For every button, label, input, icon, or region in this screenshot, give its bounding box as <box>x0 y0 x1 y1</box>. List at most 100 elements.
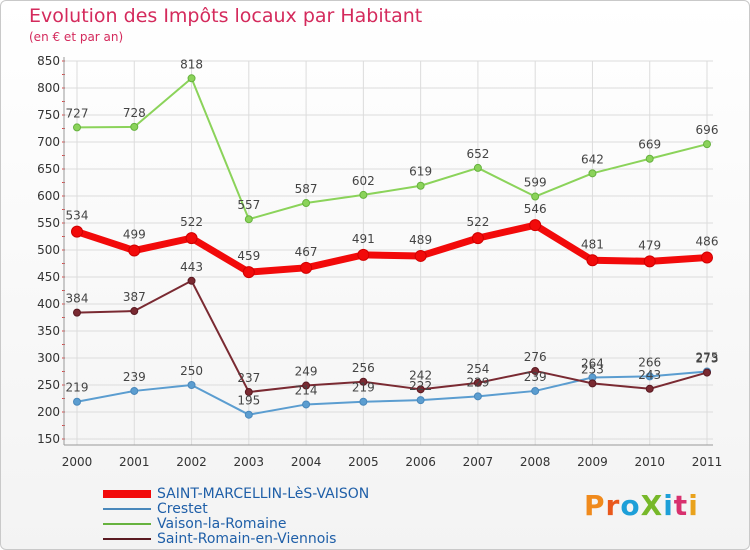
data-point <box>471 232 484 245</box>
data-point <box>185 232 198 245</box>
series-line <box>76 77 708 221</box>
data-label: 546 <box>524 202 547 216</box>
data-point <box>416 385 425 394</box>
data-point <box>130 122 139 131</box>
data-label: 266 <box>638 355 661 369</box>
data-label: 264 <box>581 356 604 370</box>
data-label: 489 <box>409 233 432 247</box>
data-point <box>588 169 597 178</box>
data-point <box>300 261 313 274</box>
x-tick-label: 2003 <box>234 455 265 469</box>
series-group <box>71 74 713 419</box>
data-point <box>531 386 540 395</box>
data-point <box>645 154 654 163</box>
x-tick-label: 2006 <box>405 455 436 469</box>
data-point <box>242 266 255 279</box>
legend-label: Saint-Romain-en-Viennois <box>157 531 337 547</box>
data-point <box>643 255 656 268</box>
y-tick-label: 750 <box>37 108 60 122</box>
y-tick-label: 400 <box>37 297 60 311</box>
data-point <box>302 400 311 409</box>
y-tick-label: 450 <box>37 270 60 284</box>
data-point <box>473 163 482 172</box>
x-tick-label: 2004 <box>291 455 322 469</box>
data-point <box>130 386 139 395</box>
data-point <box>529 219 542 232</box>
legend-item-vaison: Vaison-la-Romaine <box>103 516 287 532</box>
data-point <box>187 74 196 83</box>
data-label: 242 <box>409 368 432 382</box>
data-point <box>586 254 599 267</box>
data-label: 818 <box>180 57 203 71</box>
data-point <box>73 397 81 406</box>
data-label: 443 <box>180 260 203 274</box>
data-point <box>359 377 368 386</box>
data-point <box>128 244 141 257</box>
y-tick-label: 350 <box>37 324 60 338</box>
x-tick-label: 2001 <box>119 455 150 469</box>
y-tick-label: 550 <box>37 216 60 230</box>
data-labels: 219 239 250 195 214 219 222 229 239 264 266 275 727 7… <box>66 57 719 407</box>
data-label: 384 <box>66 292 89 306</box>
x-tick-label: 2000 <box>62 455 93 469</box>
data-point <box>244 215 253 224</box>
chart-subtitle: (en € et par an) <box>29 30 124 44</box>
data-label: 602 <box>352 174 375 188</box>
legend-swatch <box>103 490 151 498</box>
y-tick-label: 700 <box>37 135 60 149</box>
axes: 150 200 250 300 350 400 450 500 550 600 650 700 750 8… <box>37 54 722 469</box>
data-label: 499 <box>123 228 146 242</box>
data-point <box>357 248 370 261</box>
data-point <box>130 307 139 316</box>
legend-label: Vaison-la-Romaine <box>157 516 287 532</box>
data-label: 222 <box>409 379 432 393</box>
data-label: 467 <box>295 245 318 259</box>
legend-label: Crestet <box>157 501 208 517</box>
data-label: 696 <box>696 123 719 137</box>
data-point <box>359 397 368 406</box>
data-point <box>701 251 713 264</box>
data-label: 479 <box>638 238 661 252</box>
data-point <box>244 410 253 419</box>
data-point <box>645 384 654 393</box>
data-label: 459 <box>237 249 260 263</box>
data-label: 387 <box>123 290 146 304</box>
data-point <box>416 181 425 190</box>
data-label: 486 <box>696 235 719 249</box>
chart-title: Evolution des Impôts locaux par Habitant <box>29 5 423 27</box>
y-tick-label: 300 <box>37 351 60 365</box>
data-point <box>244 388 253 397</box>
series-line <box>76 279 708 394</box>
y-tick-label: 800 <box>37 81 60 95</box>
data-label: 219 <box>352 381 375 395</box>
y-tick-label: 200 <box>37 405 60 419</box>
data-label: 276 <box>524 350 547 364</box>
data-label: 239 <box>123 370 146 384</box>
proxiti-logo: ProXiti <box>584 489 699 522</box>
data-label: 237 <box>237 371 260 385</box>
data-label: 534 <box>66 209 89 223</box>
data-point <box>703 368 711 377</box>
data-label: 599 <box>524 176 547 190</box>
data-label: 256 <box>352 361 375 375</box>
data-label: 619 <box>409 165 432 179</box>
legend-item-saint-romain: Saint-Romain-en-Viennois <box>103 531 336 547</box>
data-label: 229 <box>466 375 489 389</box>
data-point <box>703 140 711 149</box>
data-label: 522 <box>466 215 489 229</box>
x-tick-label: 2007 <box>463 455 494 469</box>
data-label: 219 <box>66 381 89 395</box>
x-tick-label: 2009 <box>577 455 608 469</box>
data-label: 642 <box>581 152 604 166</box>
data-label: 254 <box>466 362 489 376</box>
data-point <box>302 381 311 390</box>
series-line <box>76 370 708 416</box>
data-label: 481 <box>581 237 604 251</box>
data-point <box>71 225 83 238</box>
x-tick-label: 2011 <box>692 455 723 469</box>
data-label: 652 <box>466 147 489 161</box>
legend-swatch <box>103 538 151 540</box>
data-label: 727 <box>66 106 89 120</box>
data-point <box>416 396 425 405</box>
data-label: 253 <box>581 362 604 376</box>
